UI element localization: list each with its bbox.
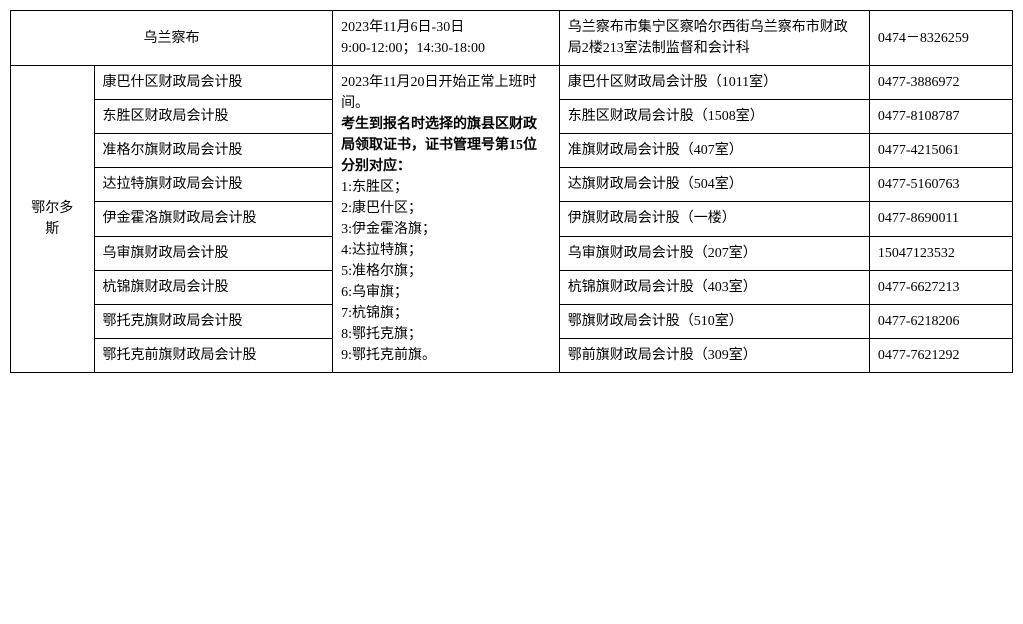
- dept-cell: 鄂托克前旗财政局会计股: [94, 338, 333, 372]
- addr-cell: 东胜区财政局会计股（1508室）: [559, 100, 869, 134]
- addr-cell: 伊旗财政局会计股（一楼）: [559, 202, 869, 236]
- dept-cell: 康巴什区财政局会计股: [94, 66, 333, 100]
- phone-cell: 0477-8108787: [869, 100, 1012, 134]
- time-cell: 2023年11月20日开始正常上班时间。考生到报名时选择的旗县区财政局领取证书，…: [333, 66, 560, 373]
- addr-cell: 达旗财政局会计股（504室）: [559, 168, 869, 202]
- city-cell: 乌兰察布: [11, 11, 333, 66]
- phone-cell: 0477-7621292: [869, 338, 1012, 372]
- addr-cell: 康巴什区财政局会计股（1011室）: [559, 66, 869, 100]
- phone-cell: 0477-8690011: [869, 202, 1012, 236]
- phone-cell: 0477-3886972: [869, 66, 1012, 100]
- addr-cell: 鄂旗财政局会计股（510室）: [559, 304, 869, 338]
- time-line: 6:乌审旗；: [341, 285, 408, 300]
- addr-cell: 乌兰察布市集宁区察哈尔西街乌兰察布市财政局2楼213室法制监督和会计科: [559, 11, 869, 66]
- addr-cell: 杭锦旗财政局会计股（403室）: [559, 270, 869, 304]
- dept-cell: 乌审旗财政局会计股: [94, 236, 333, 270]
- addr-cell: 鄂前旗财政局会计股（309室）: [559, 338, 869, 372]
- time-line: 3:伊金霍洛旗；: [341, 222, 436, 237]
- phone-cell: 0477-5160763: [869, 168, 1012, 202]
- phone-cell: 0477-6627213: [869, 270, 1012, 304]
- table-row: 鄂尔多 斯 康巴什区财政局会计股 2023年11月20日开始正常上班时间。考生到…: [11, 66, 1013, 100]
- time-line: 2:康巴什区；: [341, 201, 422, 216]
- dept-cell: 杭锦旗财政局会计股: [94, 270, 333, 304]
- phone-cell: 15047123532: [869, 236, 1012, 270]
- time-line: 2023年11月20日开始正常上班时间。: [341, 75, 536, 111]
- time-line: 4:达拉特旗；: [341, 243, 422, 258]
- time-line: 8:鄂托克旗；: [341, 327, 422, 342]
- addr-cell: 乌审旗财政局会计股（207室）: [559, 236, 869, 270]
- phone-cell: 0477-4215061: [869, 134, 1012, 168]
- dept-cell: 达拉特旗财政局会计股: [94, 168, 333, 202]
- dept-cell: 东胜区财政局会计股: [94, 100, 333, 134]
- time-line-bold: 考生到报名时选择的旗县区财政局领取证书，证书管理号第15位分别对应：: [341, 117, 537, 174]
- dept-cell: 伊金霍洛旗财政局会计股: [94, 202, 333, 236]
- addr-cell: 准旗财政局会计股（407室）: [559, 134, 869, 168]
- time-cell: 2023年11月6日-30日 9:00-12:00；14:30-18:00: [333, 11, 560, 66]
- time-line: 7:杭锦旗；: [341, 306, 408, 321]
- time-line: 5:准格尔旗；: [341, 264, 422, 279]
- time-line: 1:东胜区；: [341, 180, 408, 195]
- time-line: 9:鄂托克前旗。: [341, 348, 436, 363]
- phone-cell: 0474－8326259: [869, 11, 1012, 66]
- dept-cell: 准格尔旗财政局会计股: [94, 134, 333, 168]
- table-row: 乌兰察布 2023年11月6日-30日 9:00-12:00；14:30-18:…: [11, 11, 1013, 66]
- phone-cell: 0477-6218206: [869, 304, 1012, 338]
- info-table: 乌兰察布 2023年11月6日-30日 9:00-12:00；14:30-18:…: [10, 10, 1013, 373]
- city-cell: 鄂尔多 斯: [11, 66, 95, 373]
- dept-cell: 鄂托克旗财政局会计股: [94, 304, 333, 338]
